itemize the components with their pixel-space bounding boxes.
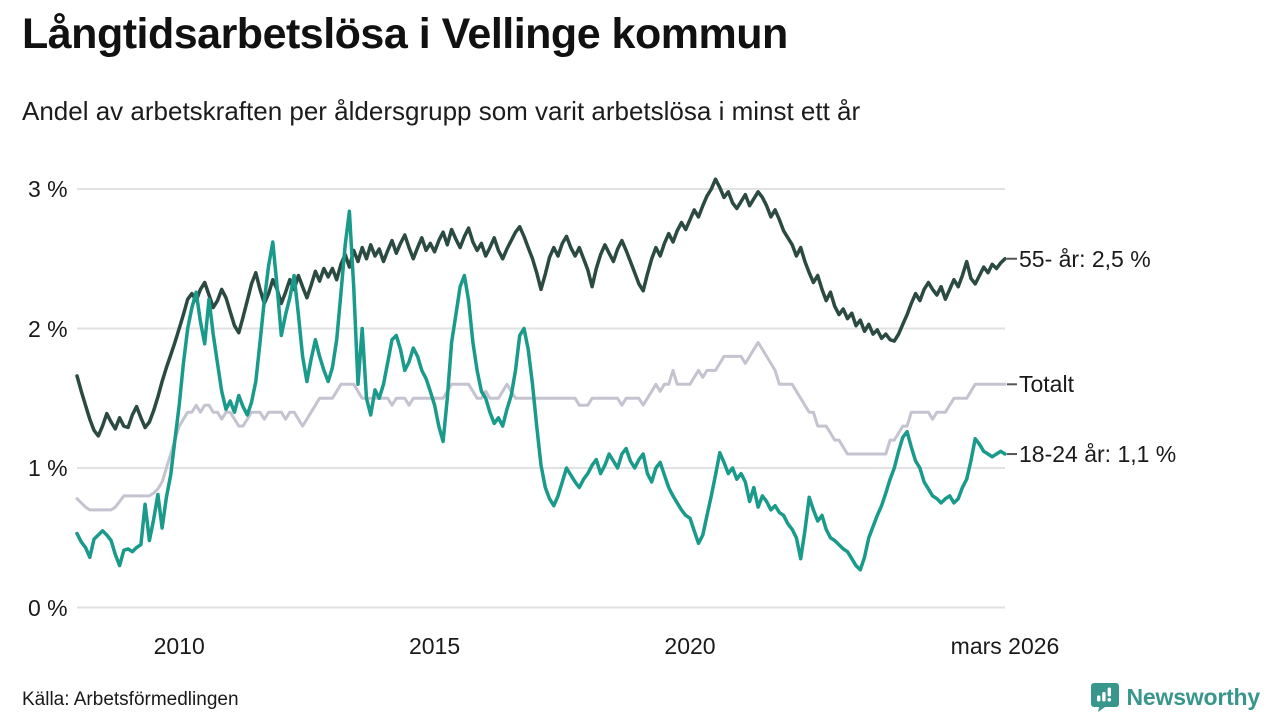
newsworthy-logo: Newsworthy xyxy=(1090,682,1261,712)
series-line-Totalt xyxy=(75,340,1007,512)
series-line-55-r xyxy=(75,177,1007,438)
source-note: Källa: Arbetsförmedlingen xyxy=(22,689,239,710)
brand-name: Newsworthy xyxy=(1126,683,1261,710)
page-title: Långtidsarbetslösa i Vellinge kommun xyxy=(22,10,788,58)
newsworthy-icon xyxy=(1090,683,1119,712)
series-line-18-24-r xyxy=(75,209,1007,572)
chart-subtitle: Andel av arbetskraften per åldersgrupp s… xyxy=(22,96,861,126)
y-tick-label-2: 2 % xyxy=(28,315,68,342)
end-label-18-24-r: 18-24 år: 1,1 % xyxy=(1019,441,1177,468)
x-tick-label-1: 2015 xyxy=(408,633,461,659)
x-tick-label-3: mars 2026 xyxy=(950,633,1060,659)
x-tick-label-2: 2020 xyxy=(664,633,716,659)
end-label-55-r: 55- år: 2,5 % xyxy=(1019,245,1151,272)
y-tick-label-0: 0 % xyxy=(28,594,68,621)
y-tick-label-3: 3 % xyxy=(28,176,68,202)
y-tick-label-1: 1 % xyxy=(28,455,68,481)
x-tick-label-0: 2010 xyxy=(153,633,205,659)
end-label-Totalt: Totalt xyxy=(1019,371,1074,398)
